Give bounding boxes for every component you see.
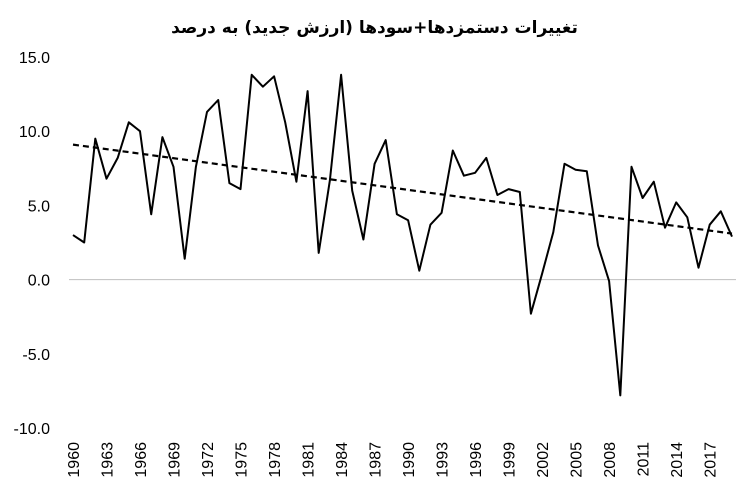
x-tick-label: 1990 [401,442,418,478]
x-tick-label: 1963 [100,442,117,478]
x-tick-label: 2014 [669,442,686,478]
x-tick-label: 1960 [66,442,83,478]
series-group [72,73,733,397]
y-tick-label: 5.0 [28,198,50,215]
x-axis-ticks: 1960 1963 1966 1969 1972 1975 1978 1981 1984 1987… [66,442,720,478]
x-tick-label: 1978 [267,442,284,478]
x-tick-label: 1987 [368,442,385,478]
x-tick-label: 1981 [301,442,318,478]
x-tick-label: 2005 [569,442,586,478]
x-tick-label: 1993 [435,442,452,478]
series-line [72,73,733,397]
x-tick-label: 2002 [535,442,552,478]
x-tick-label: 2017 [703,442,720,478]
x-tick-label: 1969 [167,442,184,478]
x-tick-label: 2011 [636,442,653,477]
y-tick-label: 10.0 [19,124,50,141]
y-tick-label: 15.0 [19,50,50,67]
x-tick-label: 1972 [200,442,217,478]
chart-title: تغییرات دستمزدها+سودها (ارزش جدید) به در… [171,18,578,38]
y-tick-label: -10.0 [14,421,51,438]
x-tick-label: 1999 [502,442,519,478]
x-tick-label: 1966 [133,442,150,478]
y-axis-ticks: 15.0 10.0 5.0 0.0 -5.0 -10.0 [14,50,51,438]
x-tick-label: 2008 [602,442,619,478]
x-tick-label: 1996 [468,442,485,478]
x-tick-label: 1975 [234,442,251,478]
y-tick-label: 0.0 [28,273,50,290]
y-tick-label: -5.0 [22,347,50,364]
trend-line [72,143,733,235]
x-tick-label: 1984 [334,442,351,478]
